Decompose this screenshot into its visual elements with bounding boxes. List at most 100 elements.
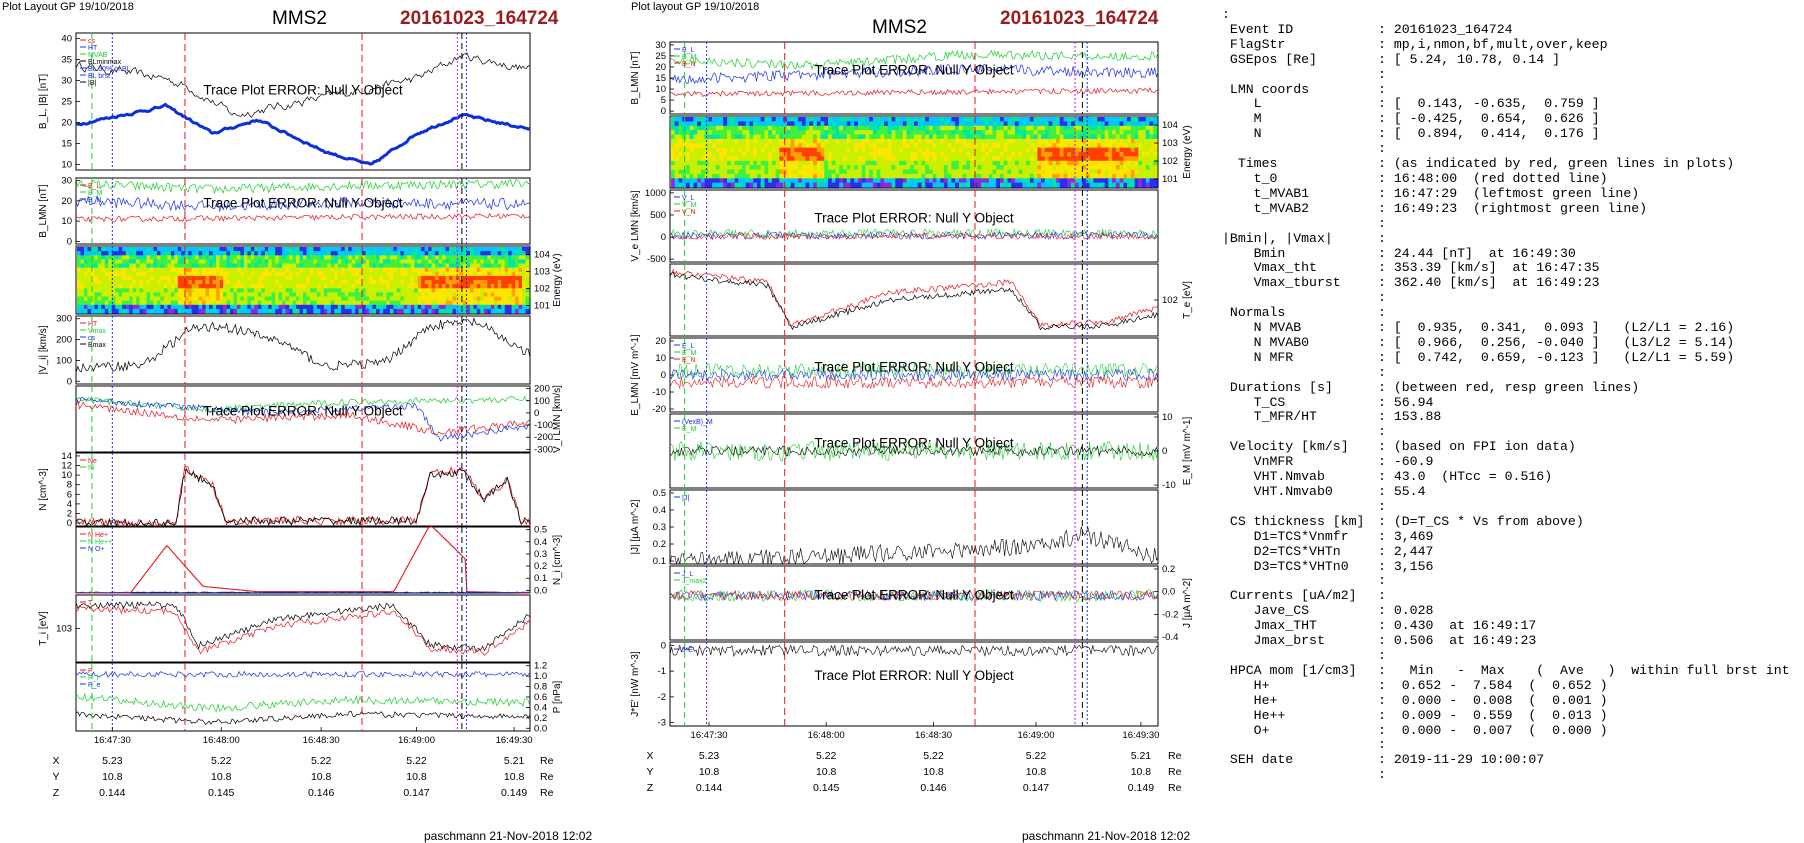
spectrogram-cell	[132, 296, 137, 302]
spectrogram-cell	[480, 255, 485, 260]
spectrogram-cell	[216, 288, 221, 293]
spectrogram-cell	[1145, 178, 1151, 184]
spectrogram-cell	[157, 284, 162, 289]
spectrogram-cell	[462, 280, 467, 285]
spectrogram-cell	[483, 267, 488, 273]
spectrogram-cell	[757, 121, 762, 127]
spectrogram-cell	[715, 134, 721, 140]
spectrogram-cell	[813, 182, 818, 188]
x-tick-label: 16:48:00	[203, 735, 240, 746]
spectrogram-cell	[884, 182, 889, 188]
spectrogram-cell	[708, 173, 713, 179]
spectrogram-cell	[348, 292, 353, 298]
spectrogram-cell	[671, 121, 676, 127]
y-tick-label: 103	[56, 624, 72, 635]
spectrogram-cell	[1153, 147, 1158, 153]
spectrogram-cell	[749, 156, 754, 162]
spectrogram-cell	[386, 259, 391, 265]
spectrogram-cell	[466, 275, 471, 281]
spectrogram-cell	[462, 296, 467, 302]
y-tick-label: -10	[1162, 480, 1176, 491]
panel-frame	[75, 32, 531, 171]
spectrogram-cell	[87, 308, 92, 314]
spectrogram-cell	[393, 259, 398, 265]
spectrogram-cell	[442, 251, 447, 256]
spectrogram-cell	[1142, 169, 1147, 175]
spectrogram-cell	[243, 284, 248, 289]
spectrogram-cell	[753, 138, 758, 144]
spectrogram-cell	[365, 255, 370, 260]
spectrogram-cell	[431, 255, 436, 260]
spectrogram-cell	[111, 288, 116, 293]
spectrogram-cell	[125, 304, 130, 310]
spectrogram-cell	[1007, 178, 1012, 184]
spectrogram-cell	[115, 247, 120, 252]
spectrogram-cell	[115, 284, 120, 289]
spectrogram-cell	[824, 134, 829, 140]
spectrogram-cell	[337, 263, 342, 269]
spectrogram-cell	[697, 121, 702, 127]
spectrogram-cell	[487, 275, 492, 281]
spectrogram-cell	[250, 280, 255, 285]
spectrogram-cell	[181, 296, 186, 302]
spectrogram-cell	[839, 165, 844, 171]
spectrogram-cell	[1112, 160, 1117, 166]
spectrogram-cell	[163, 284, 168, 289]
spectrogram-cell	[449, 259, 454, 265]
spectrogram-cell	[278, 255, 283, 260]
spectrogram-cell	[268, 292, 273, 298]
spectrogram-cell	[327, 296, 332, 302]
spectrogram-cell	[313, 263, 318, 269]
spectrogram-cell	[940, 130, 945, 136]
spectrogram-cell	[205, 284, 210, 289]
spectrogram-cell	[303, 280, 308, 285]
spectrogram-cell	[771, 165, 777, 171]
spectrogram-cell	[1082, 138, 1087, 144]
spectrogram-cell	[981, 138, 986, 144]
spectrogram-cell	[861, 117, 866, 122]
spectrogram-cell	[1003, 125, 1008, 131]
spectrogram-cell	[469, 275, 474, 281]
spectrogram-cell	[223, 300, 228, 306]
spectrogram-cell	[122, 259, 127, 265]
spectrogram-cell	[771, 182, 777, 188]
spectrogram-cell	[1119, 173, 1124, 179]
spectrogram-cell	[1138, 165, 1143, 171]
spectrogram-cell	[932, 173, 937, 179]
spectrogram-cell	[313, 308, 318, 314]
spectrogram-cell	[146, 255, 151, 260]
spectrogram-cell	[508, 263, 513, 269]
spectrogram-cell	[958, 121, 964, 127]
spectrogram-cell	[921, 125, 926, 131]
spectrogram-cell	[1033, 160, 1038, 166]
spectrogram-cell	[678, 117, 683, 122]
spectrogram-cell	[872, 182, 878, 188]
spectrogram-cell	[955, 134, 960, 140]
spectrogram-cell	[438, 259, 443, 265]
spectrogram-cell	[884, 160, 889, 166]
spectrogram-cell	[936, 117, 941, 122]
spectrogram-cell	[1145, 169, 1151, 175]
spectrogram-cell	[1071, 121, 1076, 127]
spectrogram-cell	[219, 300, 224, 306]
spectrogram-cell	[973, 147, 979, 153]
spectrogram-cell	[1033, 182, 1038, 188]
spectrogram-cell	[268, 259, 273, 265]
spectrogram-cell	[1022, 117, 1027, 122]
spectrogram-cell	[209, 267, 214, 273]
spectrogram-cell	[421, 247, 426, 252]
spectrogram-cell	[226, 308, 231, 314]
spectrogram-cell	[407, 259, 412, 265]
spectrogram-cell	[1104, 134, 1109, 140]
spectrogram-cell	[1123, 125, 1128, 131]
spectrogram-cell	[396, 280, 401, 285]
coord-unit: Re	[1168, 782, 1182, 794]
spectrogram-cell	[936, 165, 941, 171]
spectrogram-cell	[104, 251, 109, 256]
spectrogram-cell	[125, 292, 130, 298]
spectrogram-cell	[947, 156, 952, 162]
spectrogram-cell	[671, 169, 676, 175]
spectrogram-cell	[1052, 152, 1057, 157]
spectrogram-cell	[809, 156, 814, 162]
